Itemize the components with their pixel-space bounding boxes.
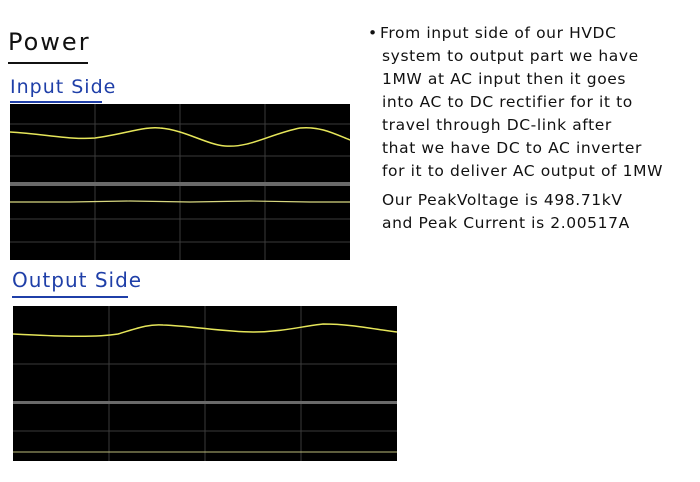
output-scope-grid	[13, 306, 397, 461]
input-voltage-trace	[9, 126, 351, 147]
input-current-trace	[10, 200, 350, 203]
note-line-3: 1MW at AC input then it goes	[382, 70, 627, 88]
note-line-2: system to output part we have	[382, 47, 639, 65]
note-line-1: • From input side of our HVDC	[368, 22, 694, 45]
output-voltage-trace	[12, 323, 398, 338]
peak-voltage-note: Our PeakVoltage is 498.71kV	[382, 191, 623, 209]
input-scope-divider	[10, 182, 350, 186]
note-line-6: that we have DC to AC inverter	[382, 139, 642, 157]
output-scope-divider	[13, 401, 397, 404]
notes-block: • From input side of our HVDC system to o…	[368, 22, 694, 235]
input-scope-grid	[10, 104, 350, 260]
bullet-point: •	[368, 24, 378, 42]
note-line-5: travel through DC-link after	[382, 116, 612, 134]
output-scope-screenshot	[12, 306, 398, 461]
note-line-7: for it to deliver AC output of 1MW	[382, 162, 663, 180]
output-side-underline	[12, 296, 128, 298]
output-side-heading: Output Side	[12, 268, 143, 292]
page-title: Power	[8, 28, 91, 56]
input-side-underline	[10, 101, 102, 103]
input-scope-screenshot	[9, 104, 351, 260]
title-underline	[8, 62, 88, 64]
output-scope-plot	[12, 306, 398, 461]
input-scope-plot	[9, 104, 351, 260]
peak-current-note: and Peak Current is 2.00517A	[382, 214, 630, 232]
input-side-heading: Input Side	[10, 76, 117, 98]
note-line-4: into AC to DC rectifier for it to	[382, 93, 633, 111]
